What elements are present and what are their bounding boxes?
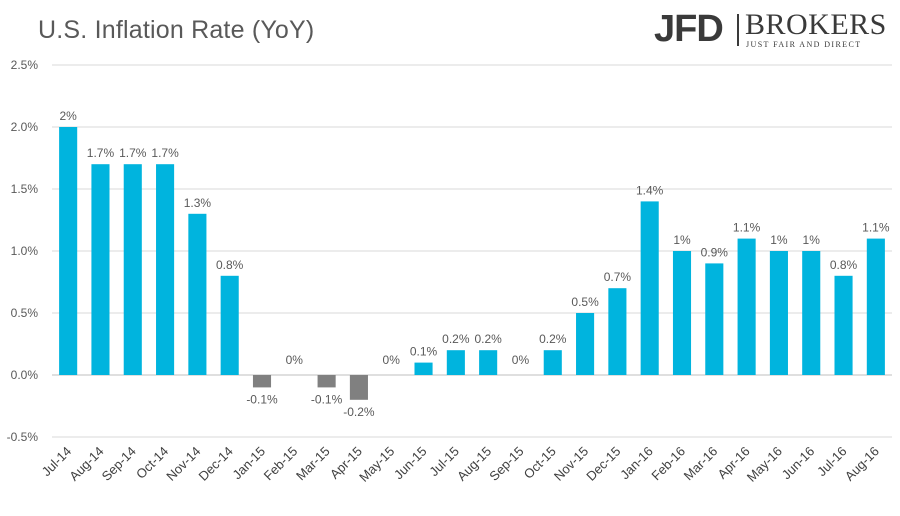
bars [59,127,885,400]
bar [156,164,175,375]
x-tick-label: Aug-14 [66,444,106,484]
data-label: -0.1% [311,392,343,406]
data-label: 1% [770,233,788,247]
data-label: 1.7% [119,146,147,160]
bar [91,164,110,375]
data-label: 0.8% [216,258,244,272]
bar [834,275,853,375]
y-tick-label: 1.0% [11,244,39,258]
x-tick-label: May-15 [356,444,397,485]
bar [317,375,336,388]
bar [640,201,659,375]
bar [543,350,562,375]
data-label: 0.2% [442,332,470,346]
bar [123,164,142,375]
y-tick-label: -0.5% [7,430,39,444]
x-tick-label: Dec-15 [583,444,623,484]
data-label: 1% [673,233,691,247]
bar [769,251,788,375]
x-tick-label: Aug-16 [842,444,882,484]
data-label: 0.1% [410,345,438,359]
bar [737,238,756,375]
bar [188,213,207,375]
x-tick-label: Mar-15 [293,444,333,484]
data-label: 0.5% [571,295,599,309]
x-tick-label: Aug-15 [454,444,494,484]
data-label: 1.3% [184,196,212,210]
x-axis: Jul-14Aug-14Sep-14Oct-14Nov-14Dec-14Jan-… [39,444,882,485]
bar [866,238,885,375]
x-tick-label: Jan-16 [617,444,656,483]
data-label: 0.9% [701,245,729,259]
x-tick-label: Feb-16 [648,444,688,484]
y-axis: -0.5% 0.0% 0.5% 1.0% 1.5% 2.0% 2.5% [7,58,39,444]
data-label: 0.8% [830,258,858,272]
logo-mark: JFD [654,8,724,50]
data-labels: 2%1.7% 1.7% 1.7%1.3%0.8%-0.1%0%-0.1%-0.2%0… [59,109,889,419]
x-tick-label: Sep-15 [486,444,526,484]
y-tick-label: 2.0% [11,120,39,134]
data-label: 0% [286,353,304,367]
logo-name: BROKERS [745,8,887,41]
logo-tagline: JUST FAIR AND DIRECT [746,40,862,49]
data-label: 1.7% [87,146,115,160]
x-tick-label: Nov-14 [163,444,203,484]
chart-title: U.S. Inflation Rate (YoY) [38,16,315,44]
data-label: 1.1% [733,221,761,235]
x-tick-label: Jun-15 [391,444,430,483]
x-tick-label: Dec-14 [196,444,236,484]
data-label: 0.2% [539,332,567,346]
bar [705,263,724,375]
bar [414,362,433,375]
data-label: 2% [59,109,77,123]
y-tick-label: 0.5% [11,306,39,320]
data-label: -0.2% [343,405,375,419]
x-tick-label: Jan-15 [229,444,268,483]
bar [479,350,498,375]
data-label: 1% [803,233,821,247]
data-label: 0% [512,353,530,367]
x-tick-label: Mar-16 [681,444,721,484]
x-tick-label: Jun-16 [779,444,818,483]
gridlines [52,64,892,438]
y-tick-label: 0.0% [11,368,39,382]
data-label: 1.4% [636,183,664,197]
y-tick-label: 1.5% [11,182,39,196]
data-label: 0.2% [474,332,502,346]
bar [802,251,821,375]
bar [349,375,368,400]
bar [252,375,272,388]
bar [220,275,239,375]
data-label: 0% [383,353,401,367]
data-label: -0.1% [246,392,278,406]
x-tick-label: Feb-15 [261,444,301,484]
bar [576,313,595,375]
data-label: 0.7% [604,270,632,284]
y-tick-label: 2.5% [11,58,39,72]
bar [672,251,692,375]
bar [608,288,627,375]
bar [59,127,78,375]
data-label: 1.1% [862,221,890,235]
x-tick-label: May-16 [744,444,785,485]
x-tick-label: Sep-14 [99,444,139,484]
logo-separator [737,14,739,46]
x-tick-label: Nov-15 [551,444,591,484]
data-label: 1.7% [151,146,179,160]
bar [446,350,465,375]
